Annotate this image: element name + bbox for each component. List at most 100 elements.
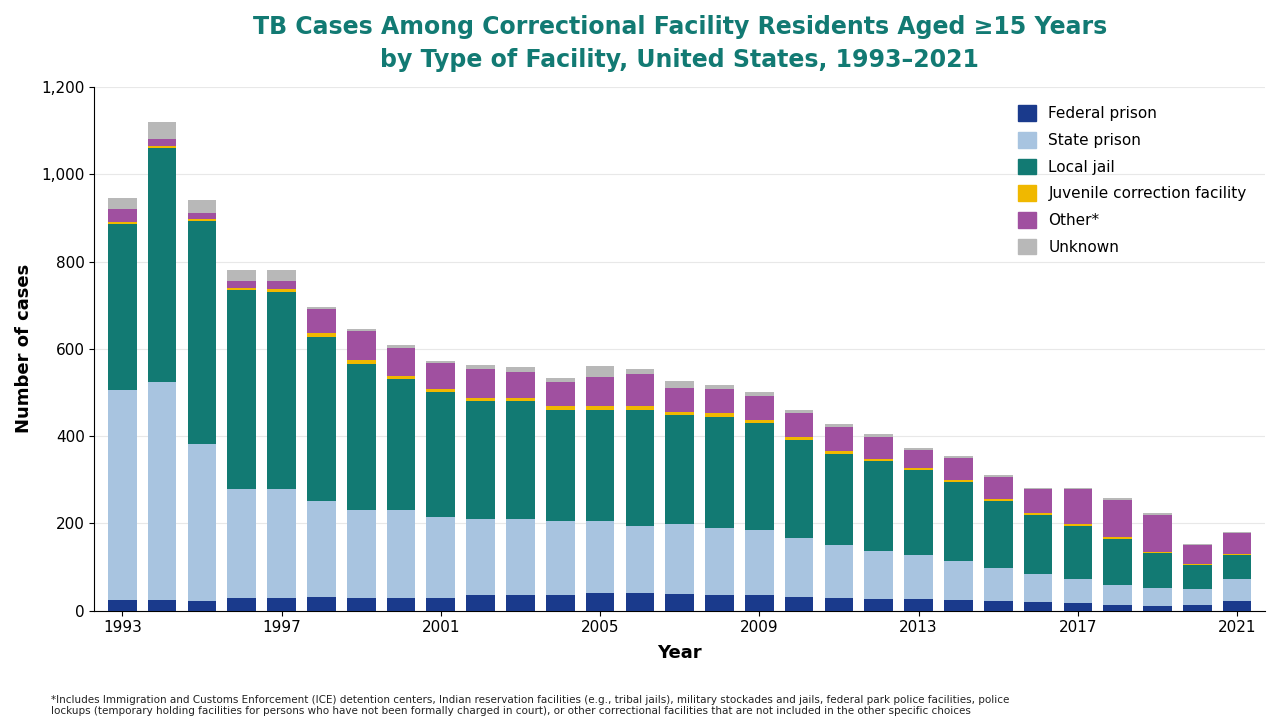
Bar [147,122,177,140]
Bar [466,519,495,595]
Bar [705,416,733,528]
Bar [785,413,814,438]
Bar [785,597,814,611]
Bar [307,307,335,309]
Bar [466,369,495,397]
Bar [188,199,216,212]
Bar [945,456,973,458]
Bar [1103,539,1132,585]
Bar [864,459,893,461]
Bar [864,598,893,611]
Bar [666,415,694,524]
Bar [268,292,296,489]
Bar [547,410,575,521]
Bar [547,382,575,407]
Bar [745,420,773,423]
Bar [705,384,733,389]
Bar [586,405,614,410]
Bar [506,372,535,397]
Bar [904,467,933,469]
Bar [745,530,773,595]
Bar [506,595,535,611]
Bar [1183,544,1212,545]
Bar [1143,553,1171,588]
Bar [108,198,137,210]
Text: *Includes Immigration and Customs Enforcement (ICE) detention centers, Indian re: *Includes Immigration and Customs Enforc… [51,695,1010,716]
Bar [387,348,415,376]
Bar [705,528,733,595]
Bar [1103,498,1132,500]
Bar [984,601,1012,611]
Bar [626,593,654,611]
Bar [824,424,854,428]
Bar [188,444,216,601]
Bar [347,329,375,331]
Bar [108,210,137,222]
Bar [626,526,654,593]
Bar [228,270,256,282]
Bar [785,410,814,413]
Bar [586,377,614,405]
Bar [426,598,456,611]
Bar [426,389,456,392]
Bar [228,489,256,598]
Bar [824,451,854,454]
Bar [506,397,535,401]
Bar [1183,565,1212,590]
Bar [506,367,535,372]
Bar [347,510,375,598]
Bar [1222,580,1252,601]
Bar [228,598,256,611]
Bar [108,390,137,600]
Y-axis label: Number of cases: Number of cases [15,264,33,433]
Bar [387,376,415,379]
Bar [268,281,296,289]
Bar [984,474,1012,477]
Bar [745,595,773,611]
Bar [228,282,256,288]
Bar [387,346,415,348]
Bar [984,500,1012,568]
Bar [347,598,375,611]
Bar [824,545,854,598]
Bar [506,401,535,519]
Bar [1024,490,1052,513]
Bar [1143,588,1171,606]
Bar [904,450,933,467]
Bar [785,538,814,597]
Bar [347,360,375,364]
Bar [307,597,335,611]
Bar [268,598,296,611]
Bar [666,594,694,611]
Bar [547,521,575,595]
Bar [586,366,614,377]
Bar [705,389,733,413]
Bar [1222,555,1252,580]
Bar [904,448,933,450]
Bar [785,438,814,440]
Bar [347,331,375,360]
Bar [984,568,1012,601]
Bar [864,551,893,598]
Bar [904,598,933,611]
X-axis label: Year: Year [658,644,701,662]
Bar [188,212,216,219]
Bar [466,401,495,519]
Bar [1064,579,1092,603]
Bar [1143,515,1171,552]
Bar [307,333,335,337]
Bar [387,379,415,510]
Bar [307,337,335,500]
Bar [108,600,137,611]
Bar [1222,533,1252,554]
Bar [904,469,933,555]
Bar [745,397,773,420]
Bar [466,365,495,369]
Bar [586,521,614,593]
Bar [945,482,973,561]
Bar [1183,605,1212,611]
Bar [666,412,694,415]
Bar [1143,513,1171,515]
Bar [666,381,694,387]
Bar [228,290,256,489]
